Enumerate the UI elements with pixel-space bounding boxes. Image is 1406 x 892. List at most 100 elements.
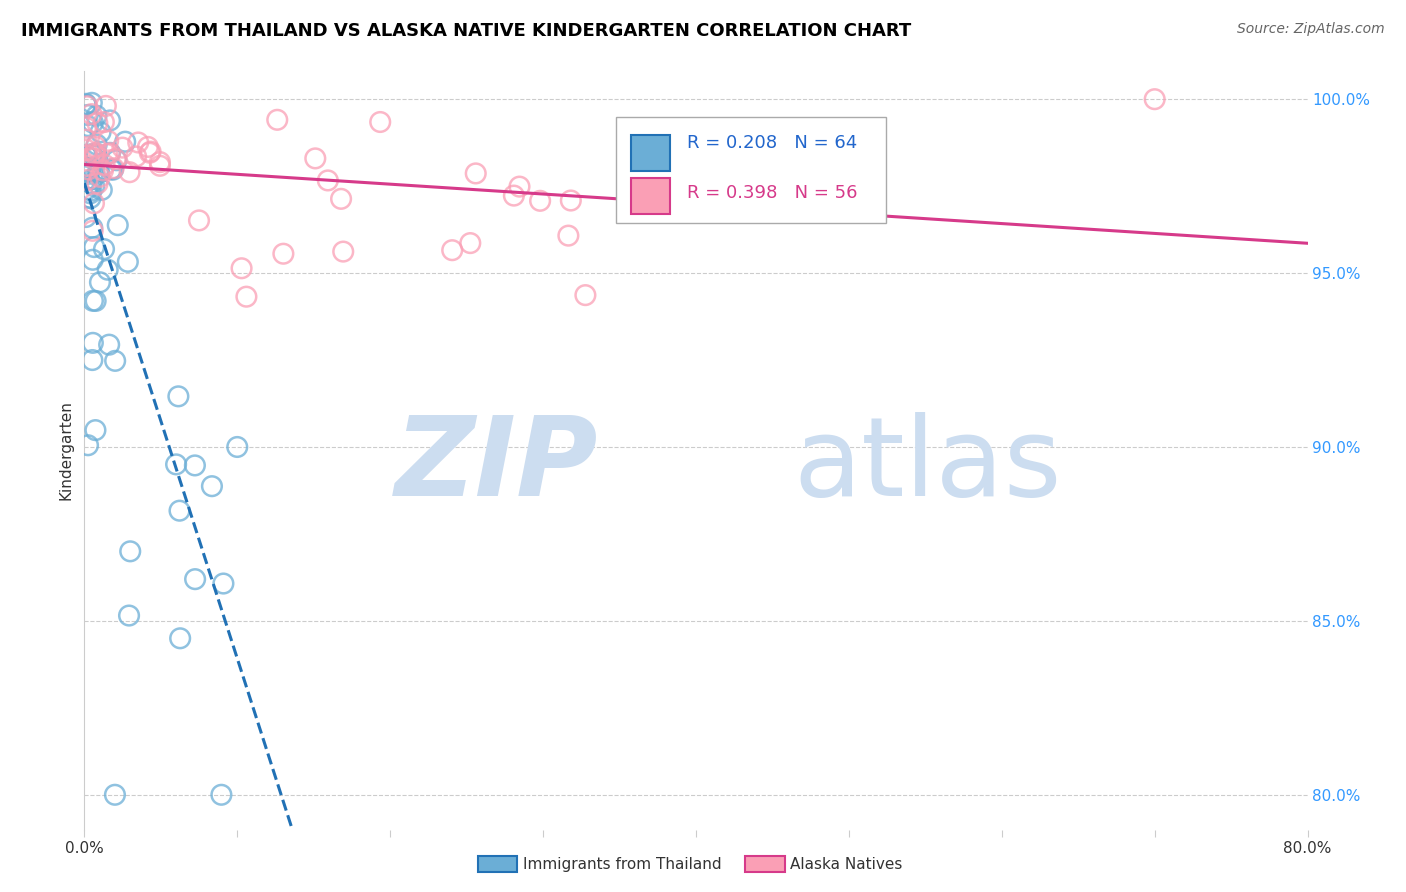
Point xyxy=(98,113,121,128)
Point xyxy=(83,152,105,166)
Point xyxy=(80,176,103,190)
Point xyxy=(226,440,249,454)
Y-axis label: Kindergarten: Kindergarten xyxy=(58,401,73,500)
Point xyxy=(75,98,97,112)
Point xyxy=(209,788,232,802)
Point xyxy=(82,353,104,368)
Text: Immigrants from Thailand: Immigrants from Thailand xyxy=(523,857,721,871)
Point xyxy=(76,173,98,187)
Point xyxy=(86,137,108,152)
Point xyxy=(77,438,100,452)
Point xyxy=(90,183,112,197)
Point xyxy=(79,186,101,201)
Point xyxy=(188,213,211,227)
Point xyxy=(83,240,105,254)
Point xyxy=(508,179,530,194)
Point xyxy=(104,152,127,166)
Point xyxy=(107,218,129,232)
Point xyxy=(125,149,148,163)
Point xyxy=(184,572,207,586)
Point xyxy=(139,145,162,159)
Point xyxy=(560,194,582,208)
Point xyxy=(169,632,191,646)
Point xyxy=(77,161,100,176)
Point xyxy=(80,161,103,175)
Point xyxy=(80,147,103,161)
Point xyxy=(332,244,354,259)
Point xyxy=(273,246,295,260)
Point xyxy=(304,152,326,166)
Point xyxy=(316,173,339,187)
Point xyxy=(231,261,253,276)
Point xyxy=(75,133,97,147)
Text: R = 0.398   N = 56: R = 0.398 N = 56 xyxy=(688,184,858,202)
Point xyxy=(167,389,190,403)
Point xyxy=(82,293,104,308)
Point xyxy=(118,165,141,179)
Point xyxy=(83,196,105,211)
Point xyxy=(529,194,551,208)
Point xyxy=(117,255,139,269)
Point xyxy=(76,143,98,157)
Text: ZIP: ZIP xyxy=(395,412,598,519)
Point xyxy=(184,458,207,473)
Point xyxy=(84,148,107,162)
Point xyxy=(76,108,98,122)
Point xyxy=(80,184,103,198)
Point xyxy=(82,116,104,130)
Text: Source: ZipAtlas.com: Source: ZipAtlas.com xyxy=(1237,22,1385,37)
Point xyxy=(86,116,108,130)
Point xyxy=(98,146,121,161)
Point xyxy=(75,165,97,179)
Point xyxy=(79,191,101,205)
Point xyxy=(98,145,121,160)
Point xyxy=(97,262,120,277)
Point xyxy=(104,354,127,368)
Point xyxy=(93,115,115,129)
Point xyxy=(235,290,257,304)
Text: atlas: atlas xyxy=(794,412,1063,519)
Point xyxy=(138,145,160,160)
Point xyxy=(76,182,98,196)
Point xyxy=(83,179,105,194)
Point xyxy=(89,275,111,289)
Point xyxy=(77,119,100,133)
Point xyxy=(84,140,107,154)
Point xyxy=(87,164,110,178)
Point xyxy=(574,288,596,302)
Point xyxy=(441,243,464,257)
Point xyxy=(91,163,114,178)
Point xyxy=(105,153,128,168)
Point xyxy=(127,136,149,150)
Point xyxy=(100,162,122,177)
Point xyxy=(330,192,353,206)
Point xyxy=(75,96,97,111)
FancyBboxPatch shape xyxy=(616,117,886,223)
FancyBboxPatch shape xyxy=(631,135,671,171)
Point xyxy=(77,162,100,177)
Point xyxy=(149,159,172,173)
Point xyxy=(80,95,103,110)
Point xyxy=(266,112,288,127)
Point xyxy=(75,148,97,162)
Point xyxy=(86,177,108,191)
Point xyxy=(89,169,111,184)
Point xyxy=(80,107,103,121)
Point xyxy=(96,147,118,161)
Point xyxy=(101,162,124,177)
Point xyxy=(114,135,136,149)
Point xyxy=(76,148,98,162)
Point xyxy=(1143,92,1166,106)
Point xyxy=(82,252,104,267)
Point xyxy=(97,134,120,148)
Point xyxy=(103,161,125,176)
Point xyxy=(84,293,107,308)
Point xyxy=(458,236,481,251)
Point xyxy=(83,148,105,162)
Point xyxy=(84,423,107,437)
Point xyxy=(368,115,391,129)
Point xyxy=(201,479,224,493)
Point xyxy=(169,504,191,518)
Text: Alaska Natives: Alaska Natives xyxy=(790,857,903,871)
Point xyxy=(111,141,134,155)
